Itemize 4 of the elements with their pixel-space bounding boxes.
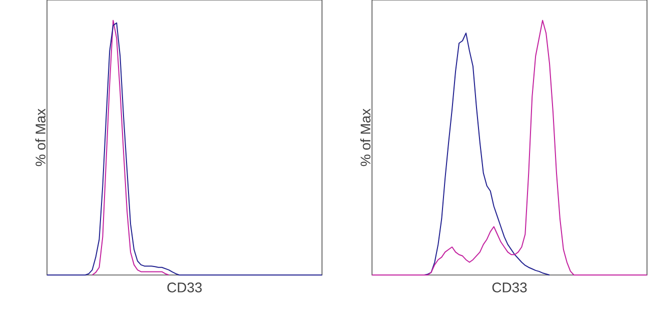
y-axis-title: % of Max — [360, 108, 370, 166]
x-axis-title: CD33 — [492, 282, 527, 292]
y-axis-title: % of Max — [35, 108, 46, 166]
x-axis-title: CD33 — [167, 282, 202, 292]
